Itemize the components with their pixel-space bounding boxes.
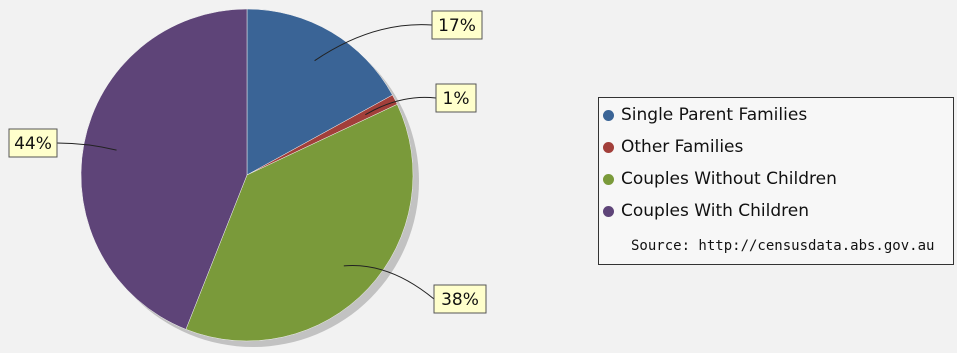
pie-slice-single-parent: [246, 8, 393, 176]
data-label-box-couples-without: [433, 284, 487, 314]
leader-line-couples-with: [56, 142, 117, 151]
data-label-box-couples-with: [8, 128, 58, 158]
legend-item-couples-without: Couples Without Children: [603, 164, 837, 194]
data-label-other: 1%: [443, 89, 470, 109]
source-note: Source: http://censusdata.abs.gov.au: [631, 238, 935, 254]
data-label-couples-without: 38%: [441, 290, 479, 310]
pie-slice-couples-without: [185, 103, 414, 342]
data-label-box-single-parent: [431, 10, 483, 40]
legend-label-other: Other Families: [621, 137, 744, 157]
legend-swatch-single-parent: [603, 109, 614, 121]
legend-swatch-couples-with: [603, 205, 614, 217]
legend-label-single-parent: Single Parent Families: [621, 105, 808, 125]
legend-item-other: Other Families: [603, 132, 743, 162]
leader-line-other: [365, 96, 437, 116]
legend-swatch-couples-without: [603, 173, 614, 185]
pie-slice-couples-with: [80, 8, 248, 330]
legend-swatch-other: [603, 141, 614, 153]
legend-item-single-parent: Single Parent Families: [603, 100, 807, 130]
legend-label-couples-without: Couples Without Children: [621, 169, 837, 189]
leader-line-single-parent: [314, 24, 433, 62]
data-label-couples-with: 44%: [14, 134, 52, 154]
legend-item-couples-with: Couples With Children: [603, 196, 809, 226]
legend-label-couples-with: Couples With Children: [621, 201, 810, 221]
leader-line-couples-without: [343, 265, 435, 300]
data-label-single-parent: 17%: [438, 16, 476, 36]
data-label-box-other: [435, 83, 477, 113]
legend: Single Parent Families Other Families Co…: [598, 97, 954, 265]
